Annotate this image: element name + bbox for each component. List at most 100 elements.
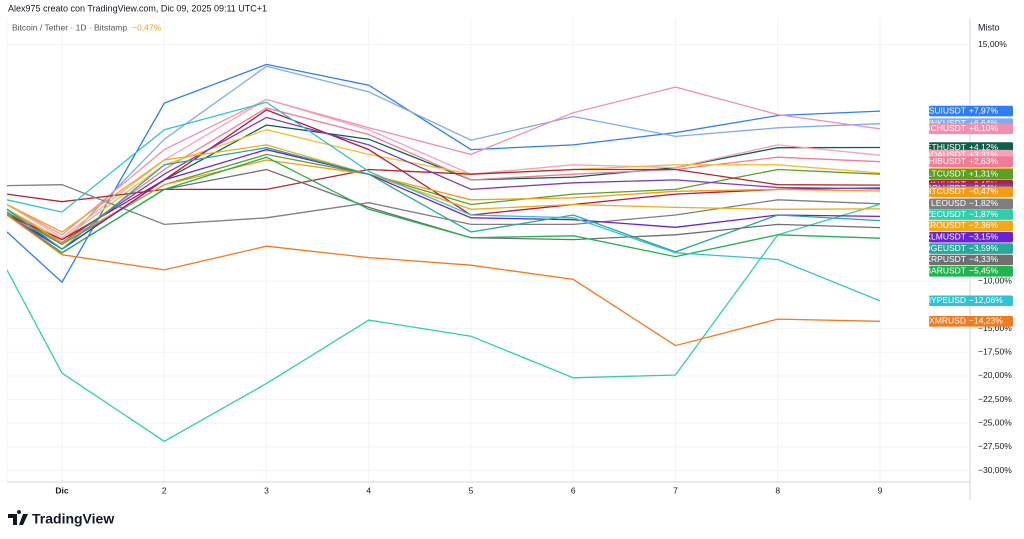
value-label: +6,64% xyxy=(969,118,999,128)
legend-tag: XMRUSD −14,23% xyxy=(929,316,1013,327)
y-tick-label: −17,50% xyxy=(978,347,1012,357)
legend-name: BTCUSDT xyxy=(926,186,966,196)
value-label: +2,63% xyxy=(969,156,999,166)
series-line xyxy=(7,98,881,239)
value-label: −5,45% xyxy=(969,266,999,276)
legend-name: CROUSDT xyxy=(924,220,966,230)
series-line xyxy=(7,109,881,241)
legend-tag-bg xyxy=(929,266,1013,277)
x-tick-label: 6 xyxy=(571,485,576,495)
legend-name: HBARUSDT xyxy=(919,266,966,276)
legend-tag: ZECUSDT −1,87% xyxy=(926,209,1013,220)
legend-name: LEOUSD xyxy=(931,198,966,208)
series-line xyxy=(7,148,881,250)
legend-tag: HYPEUSD −12,06% xyxy=(925,295,1013,307)
legend-tag-bg xyxy=(929,254,1013,266)
legend-tag: BCHUSDT +6,10% xyxy=(925,123,1013,135)
legend-name: LINKUSDT xyxy=(924,118,966,128)
plot-area xyxy=(7,63,881,443)
series-line xyxy=(7,203,881,443)
value-label: +7,97% xyxy=(969,105,999,115)
value-label: −14,23% xyxy=(969,316,1003,326)
series-line xyxy=(7,214,881,347)
x-tick-label: 7 xyxy=(673,485,678,495)
legend-tag-bg xyxy=(929,156,1013,167)
legend-name: XRPUSDT xyxy=(925,254,966,264)
legend-name: ZECUSDT xyxy=(926,209,966,219)
value-label: +6,10% xyxy=(969,123,999,133)
value-label: −2,36% xyxy=(969,220,999,230)
legend-tag: SHIBUSDT +2,63% xyxy=(923,156,1013,167)
title-change: −0,47% xyxy=(132,22,162,32)
y-tick-label: −10,00% xyxy=(978,275,1012,285)
legend-tag-bg xyxy=(929,243,1013,254)
legend-tag: XLMUSDT −3,15% xyxy=(925,232,1013,243)
x-tick-label: 8 xyxy=(775,485,780,495)
legend-name: HYPEUSD xyxy=(925,295,966,305)
grid xyxy=(6,18,970,482)
value-label: +3,31% xyxy=(969,149,999,159)
y-tick-label: −27,50% xyxy=(978,441,1012,451)
caption: Alex975 creato con TradingView.com, Dic … xyxy=(8,3,267,13)
value-label: −12,06% xyxy=(969,295,1003,305)
value-label: −1,87% xyxy=(969,209,999,219)
x-tick-label: 2 xyxy=(162,485,167,495)
legend-tag-bg xyxy=(929,295,1013,307)
x-tick-label: 9 xyxy=(878,485,883,495)
x-tick-label: 4 xyxy=(366,485,371,495)
value-label: −4,33% xyxy=(969,254,999,264)
legend-tag-bg xyxy=(929,105,1013,117)
legend-tag-bg xyxy=(929,186,1013,198)
legend-tag: BTCUSDT −0,47% xyxy=(926,186,1013,198)
legend-name: XMRUSD xyxy=(929,316,966,326)
value-label: −3,15% xyxy=(969,232,999,242)
series-line xyxy=(7,147,881,253)
legend-tag: XRPUSDT −4,33% xyxy=(925,254,1013,266)
value-label: +4,12% xyxy=(969,142,999,152)
y-tick-label: −15,00% xyxy=(978,323,1012,333)
legend-tag: SUIUSDT +7,97% xyxy=(929,105,1013,117)
legend-tag: DOGEUSDT −3,59% xyxy=(918,243,1013,254)
series-line xyxy=(7,86,881,236)
legend-name: ETHUSDT xyxy=(926,142,966,152)
legend-tag: LTCUSDT +1,31% xyxy=(927,168,1013,180)
legend-tag: CROUSDT −2,36% xyxy=(924,220,1013,232)
legend-tag-bg xyxy=(929,209,1013,220)
legend-tag-bg xyxy=(929,198,1013,210)
series-line xyxy=(7,144,881,233)
y-tick-label: −25,00% xyxy=(978,418,1012,428)
series-line xyxy=(7,159,881,244)
legend-tag-bg xyxy=(929,123,1013,135)
legend-tag: HBARUSDT −5,45% xyxy=(919,266,1013,277)
value-label: −0,47% xyxy=(969,186,999,196)
brand: TradingView xyxy=(32,511,114,527)
legend-name: XLMUSDT xyxy=(925,232,966,242)
value-label: −3,59% xyxy=(969,243,999,253)
series-line xyxy=(7,101,881,302)
labels: 15,00% −10,00% −15,00% −17,50% −20,00% −22,50… xyxy=(55,39,1013,495)
x-tick-label: Dic xyxy=(55,485,69,495)
value-label: +1,31% xyxy=(969,168,999,178)
scale-label: Misto xyxy=(978,22,1000,32)
legend-name: SHIBUSDT xyxy=(923,156,966,166)
legend-name: ADAUSDT xyxy=(925,149,966,159)
legend-name: DOGEUSDT xyxy=(918,243,966,253)
series-line xyxy=(7,156,881,258)
legend-tag-bg xyxy=(929,231,1013,243)
legend-name: LTCUSDT xyxy=(927,168,966,178)
brand-logo: TradingView xyxy=(8,510,114,527)
legend-tag-bg xyxy=(929,220,1013,232)
legend-tag-bg xyxy=(929,168,1013,180)
legend-tag: LEOUSD −1,82% xyxy=(929,198,1013,210)
y-tick-label: 15,00% xyxy=(978,39,1007,49)
series-line xyxy=(7,184,881,226)
x-tick-label: 5 xyxy=(469,485,474,495)
legend-tag-bg xyxy=(929,316,1013,327)
series-line xyxy=(7,116,881,244)
series-line xyxy=(7,129,881,241)
legend-name: BCHUSDT xyxy=(925,123,966,133)
y-tick-label: −30,00% xyxy=(978,465,1012,475)
x-tick-label: 3 xyxy=(264,485,269,495)
